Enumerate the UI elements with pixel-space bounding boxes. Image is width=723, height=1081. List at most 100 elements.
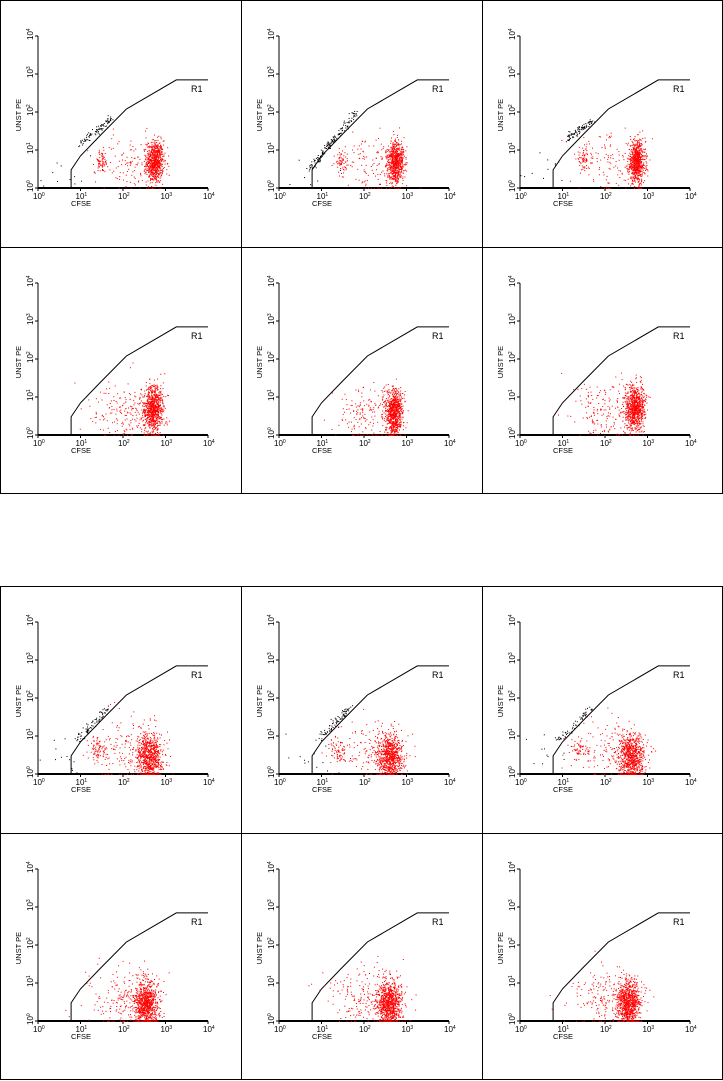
event-dot bbox=[637, 148, 639, 150]
event-dot bbox=[160, 136, 162, 138]
event-dot bbox=[588, 168, 590, 169]
event-dot bbox=[639, 157, 641, 159]
event-dot bbox=[132, 408, 134, 410]
event-dot bbox=[397, 142, 399, 144]
event-dot bbox=[122, 172, 124, 174]
event-dot bbox=[160, 398, 162, 400]
event-dot bbox=[642, 163, 644, 165]
event-dot bbox=[618, 151, 620, 153]
event-dot bbox=[392, 145, 394, 147]
event-dot bbox=[377, 151, 379, 153]
event-dot bbox=[651, 138, 653, 140]
event-dot bbox=[638, 167, 640, 169]
event-dot bbox=[393, 171, 394, 173]
event-dot bbox=[152, 166, 154, 168]
event-dot bbox=[151, 182, 153, 184]
y-tick-base: 10 bbox=[508, 145, 517, 154]
event-dot bbox=[630, 165, 632, 167]
event-dot bbox=[586, 126, 587, 128]
event-dot bbox=[402, 183, 404, 185]
event-dot bbox=[639, 179, 641, 180]
event-dot bbox=[391, 425, 393, 427]
event-dot bbox=[141, 389, 142, 391]
event-dot bbox=[398, 399, 400, 401]
event-dot bbox=[91, 133, 93, 135]
event-dot bbox=[398, 177, 399, 179]
event-dot bbox=[392, 404, 394, 406]
event-dot bbox=[161, 172, 163, 174]
event-dot bbox=[161, 409, 163, 411]
event-dot bbox=[149, 154, 151, 156]
event-dot bbox=[95, 131, 96, 133]
event-dot bbox=[356, 111, 358, 112]
event-dot bbox=[142, 405, 143, 407]
event-dot bbox=[351, 121, 353, 122]
event-dot bbox=[155, 156, 157, 158]
y-tick-exponent: 1 bbox=[26, 142, 32, 145]
event-dot bbox=[102, 161, 104, 163]
event-dot bbox=[161, 151, 163, 153]
event-dot bbox=[636, 157, 638, 159]
event-dot bbox=[631, 172, 633, 174]
event-dot bbox=[154, 172, 156, 174]
event-dot bbox=[117, 166, 119, 168]
event-dot bbox=[399, 425, 401, 427]
event-dot bbox=[640, 158, 641, 160]
event-dot bbox=[97, 401, 99, 403]
event-dot bbox=[388, 407, 390, 409]
event-dot bbox=[392, 403, 394, 405]
event-dot bbox=[629, 156, 631, 158]
event-dot bbox=[581, 127, 582, 129]
event-dot bbox=[389, 162, 391, 164]
event-dot bbox=[144, 150, 145, 152]
event-dot bbox=[159, 172, 160, 174]
event-dot bbox=[155, 399, 157, 401]
event-dot bbox=[153, 399, 155, 401]
event-dot bbox=[162, 411, 163, 413]
event-dot bbox=[135, 163, 137, 165]
event-dot bbox=[397, 169, 398, 171]
event-dot bbox=[568, 136, 570, 138]
event-dot bbox=[399, 423, 401, 425]
event-dot bbox=[86, 133, 88, 135]
event-dot bbox=[372, 159, 374, 161]
event-dot bbox=[637, 168, 639, 170]
event-dot bbox=[401, 406, 403, 407]
event-dot bbox=[643, 159, 645, 161]
event-dot bbox=[388, 176, 390, 178]
event-dot bbox=[120, 406, 122, 408]
flow-plot-panel-1-4: 100 101 102 103 104 100 101 102 103 104 CFSE UNST P… bbox=[0, 247, 242, 494]
event-dot bbox=[640, 156, 642, 158]
event-dot bbox=[340, 153, 342, 155]
event-dot bbox=[156, 155, 157, 157]
event-dot bbox=[163, 418, 165, 420]
event-dot bbox=[155, 159, 157, 161]
event-dot bbox=[644, 151, 646, 153]
event-dot bbox=[396, 149, 398, 151]
event-dot bbox=[634, 177, 636, 179]
event-dot bbox=[387, 410, 389, 412]
event-dot bbox=[386, 180, 388, 182]
x-axis-label: CFSE bbox=[312, 199, 332, 208]
event-dot bbox=[153, 157, 155, 159]
event-dot bbox=[641, 164, 643, 166]
event-dot bbox=[147, 411, 149, 413]
event-dot bbox=[155, 393, 157, 395]
event-dot bbox=[390, 169, 392, 171]
event-dot bbox=[386, 154, 388, 156]
event-dot bbox=[313, 160, 315, 162]
event-dot bbox=[400, 398, 402, 400]
event-dot bbox=[154, 428, 156, 430]
event-dot bbox=[400, 175, 402, 177]
event-dot bbox=[635, 175, 636, 177]
event-dot bbox=[159, 424, 161, 426]
event-dot bbox=[164, 373, 166, 375]
event-dot bbox=[99, 160, 101, 162]
event-dot bbox=[160, 145, 162, 147]
event-dot bbox=[147, 142, 149, 144]
event-dot bbox=[573, 133, 575, 135]
event-dot bbox=[636, 162, 638, 164]
event-dot bbox=[155, 154, 157, 156]
event-dot bbox=[332, 140, 334, 142]
event-dot bbox=[146, 168, 148, 170]
